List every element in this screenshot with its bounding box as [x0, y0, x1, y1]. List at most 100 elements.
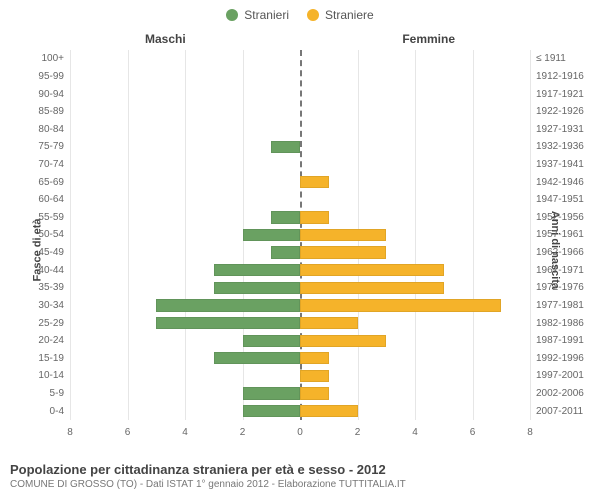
age-label: 30-34 [38, 300, 64, 311]
x-tick-label: 8 [527, 427, 533, 438]
age-label: 45-49 [38, 247, 64, 258]
bar-female [300, 335, 386, 347]
age-label: 95-99 [38, 71, 64, 82]
bar-female [300, 405, 358, 417]
legend-swatch-male [226, 9, 238, 21]
age-label: 85-89 [38, 106, 64, 117]
pyramid-row: 25-291982-1986 [70, 314, 530, 332]
bar-female [300, 229, 386, 241]
age-label: 65-69 [38, 177, 64, 188]
x-tick-label: 2 [240, 427, 246, 438]
caption-sub: COMUNE DI GROSSO (TO) - Dati ISTAT 1° ge… [10, 479, 590, 490]
pyramid-row: 70-741937-1941 [70, 156, 530, 174]
birth-year-label: 1987-1991 [536, 335, 584, 346]
bar-male [271, 246, 300, 258]
bar-male [214, 352, 300, 364]
age-label: 80-84 [38, 124, 64, 135]
pyramid-row: 0-42007-2011 [70, 402, 530, 420]
x-tick-label: 6 [125, 427, 131, 438]
bar-female [300, 211, 329, 223]
age-label: 55-59 [38, 212, 64, 223]
grid-line [530, 50, 531, 420]
pyramid-row: 85-891922-1926 [70, 103, 530, 121]
x-tick-label: 6 [470, 427, 476, 438]
age-label: 70-74 [38, 159, 64, 170]
birth-year-label: 1932-1936 [536, 141, 584, 152]
legend-label-female: Straniere [325, 8, 374, 22]
age-label: 15-19 [38, 353, 64, 364]
x-tick-label: 4 [182, 427, 188, 438]
x-tick-label: 8 [67, 427, 73, 438]
caption: Popolazione per cittadinanza straniera p… [10, 462, 590, 490]
x-tick-label: 2 [355, 427, 361, 438]
age-label: 35-39 [38, 282, 64, 293]
caption-title: Popolazione per cittadinanza straniera p… [10, 462, 590, 477]
plot-inner: 864202468100+≤ 191195-991912-191690-9419… [70, 50, 530, 420]
legend: Stranieri Straniere [0, 8, 600, 22]
pyramid-row: 5-92002-2006 [70, 385, 530, 403]
bar-female [300, 176, 329, 188]
pyramid-row: 60-641947-1951 [70, 191, 530, 209]
birth-year-label: 1952-1956 [536, 212, 584, 223]
pyramid-row: 75-791932-1936 [70, 138, 530, 156]
pyramid-row: 10-141997-2001 [70, 367, 530, 385]
bar-female [300, 264, 444, 276]
bar-female [300, 317, 358, 329]
legend-item-male: Stranieri [226, 8, 289, 22]
age-label: 75-79 [38, 141, 64, 152]
age-label: 25-29 [38, 318, 64, 329]
pyramid-row: 95-991912-1916 [70, 68, 530, 86]
birth-year-label: 2002-2006 [536, 388, 584, 399]
bar-female [300, 246, 386, 258]
birth-year-label: ≤ 1911 [536, 53, 566, 64]
pyramid-row: 20-241987-1991 [70, 332, 530, 350]
pyramid-row: 40-441967-1971 [70, 261, 530, 279]
pyramid-row: 35-391972-1976 [70, 279, 530, 297]
pyramid-row: 15-191992-1996 [70, 350, 530, 368]
legend-label-male: Stranieri [244, 8, 289, 22]
bar-male [156, 317, 300, 329]
birth-year-label: 1942-1946 [536, 177, 584, 188]
birth-year-label: 1927-1931 [536, 124, 584, 135]
bar-male [156, 299, 300, 311]
age-label: 50-54 [38, 229, 64, 240]
column-header-female: Femmine [402, 32, 455, 46]
age-label: 90-94 [38, 89, 64, 100]
birth-year-label: 1992-1996 [536, 353, 584, 364]
column-header-male: Maschi [145, 32, 186, 46]
birth-year-label: 1937-1941 [536, 159, 584, 170]
birth-year-label: 1962-1966 [536, 247, 584, 258]
plot-area: 864202468100+≤ 191195-991912-191690-9419… [70, 50, 530, 420]
legend-item-female: Straniere [307, 8, 374, 22]
legend-swatch-female [307, 9, 319, 21]
age-label: 0-4 [50, 406, 64, 417]
pyramid-row: 55-591952-1956 [70, 209, 530, 227]
age-label: 5-9 [50, 388, 64, 399]
bar-male [214, 264, 300, 276]
pyramid-row: 45-491962-1966 [70, 244, 530, 262]
birth-year-label: 1947-1951 [536, 194, 584, 205]
age-label: 10-14 [38, 370, 64, 381]
bar-female [300, 299, 501, 311]
age-label: 40-44 [38, 265, 64, 276]
birth-year-label: 1972-1976 [536, 282, 584, 293]
x-tick-label: 4 [412, 427, 418, 438]
birth-year-label: 1982-1986 [536, 318, 584, 329]
age-label: 100+ [41, 53, 64, 64]
bar-male [243, 405, 301, 417]
age-label: 20-24 [38, 335, 64, 346]
bar-female [300, 370, 329, 382]
pyramid-row: 50-541957-1961 [70, 226, 530, 244]
bar-female [300, 352, 329, 364]
pyramid-row: 65-691942-1946 [70, 173, 530, 191]
age-label: 60-64 [38, 194, 64, 205]
birth-year-label: 1977-1981 [536, 300, 584, 311]
birth-year-label: 1917-1921 [536, 89, 584, 100]
bar-male [271, 211, 300, 223]
birth-year-label: 2007-2011 [536, 406, 583, 417]
bar-female [300, 282, 444, 294]
bar-male [243, 387, 301, 399]
pyramid-row: 90-941917-1921 [70, 85, 530, 103]
bar-male [214, 282, 300, 294]
pyramid-row: 100+≤ 1911 [70, 50, 530, 68]
